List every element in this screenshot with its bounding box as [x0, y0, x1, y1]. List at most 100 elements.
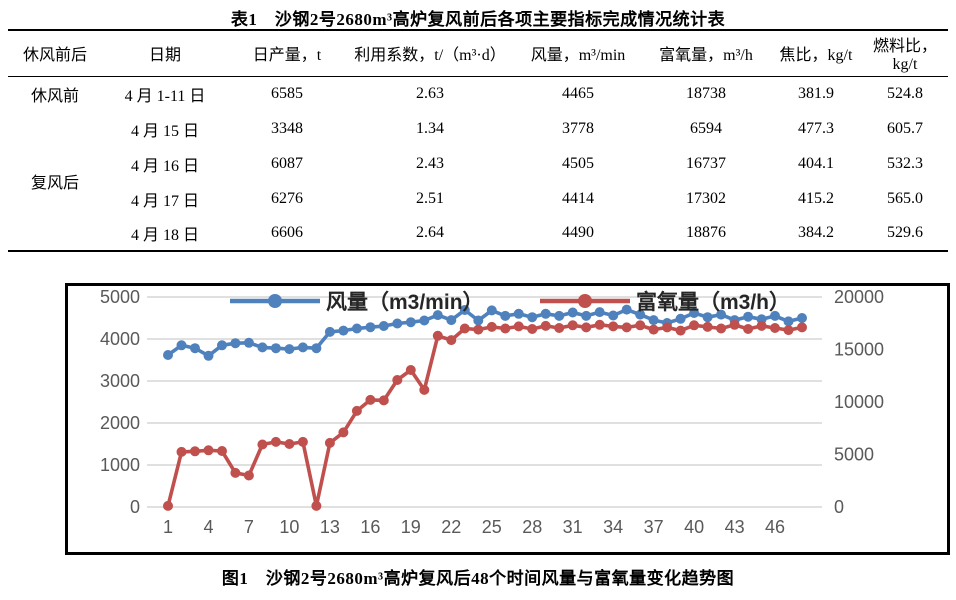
- data-point: [284, 439, 295, 449]
- data-point: [392, 318, 403, 329]
- table-cell-daily_output: 6087: [271, 154, 303, 172]
- data-point: [203, 445, 214, 456]
- table-cell-wind: 3778: [562, 119, 594, 137]
- data-point: [176, 446, 187, 457]
- table-cell-utilization: 2.43: [416, 154, 444, 172]
- data-point: [284, 344, 295, 355]
- data-point: [365, 394, 376, 405]
- data-point: [419, 384, 430, 395]
- left-axis-label: 1000: [100, 455, 140, 475]
- table-cell-utilization: 2.63: [416, 84, 444, 102]
- x-axis-label: 1: [163, 517, 173, 537]
- table-cell-daily_output: 6585: [271, 84, 303, 102]
- col-header-6: 焦比，kg/t: [779, 47, 853, 65]
- data-point: [554, 323, 565, 333]
- x-axis-label: 34: [603, 517, 623, 537]
- data-point: [311, 343, 322, 354]
- data-point: [378, 321, 389, 331]
- data-point: [689, 308, 700, 318]
- data-point: [297, 342, 308, 353]
- data-point: [648, 324, 659, 335]
- table-cell-fuel_ratio: 605.7: [887, 119, 923, 137]
- data-point: [243, 470, 254, 481]
- legend-marker: [578, 294, 592, 308]
- data-point: [446, 315, 457, 326]
- table-cell-coke_ratio: 384.2: [798, 224, 834, 241]
- table-cell-utilization: 2.64: [416, 224, 444, 241]
- table-cell-utilization: 1.34: [416, 119, 444, 137]
- left-axis-label: 3000: [100, 371, 140, 391]
- data-point: [783, 325, 794, 336]
- table-cell-daily_output: 6276: [271, 189, 303, 207]
- data-point: [500, 323, 511, 334]
- data-point: [419, 315, 430, 326]
- data-point: [190, 446, 200, 457]
- data-point: [257, 342, 268, 353]
- table-cell-fuel_ratio: 524.8: [887, 84, 923, 102]
- table-cell-wind: 4490: [562, 224, 594, 241]
- stats-table: 休风前后 日期 日产量，t 利用系数，t/（m³·d） 风量，m³/min 富氧量，m³/…: [8, 29, 948, 252]
- x-axis-label: 16: [360, 517, 380, 537]
- data-point: [797, 322, 807, 333]
- table-cell-date: 4 月 17 日: [130, 192, 199, 210]
- data-point: [203, 350, 214, 361]
- x-axis-label: 25: [482, 517, 502, 537]
- data-point: [527, 324, 538, 334]
- x-axis-label: 46: [765, 517, 785, 537]
- data-point: [338, 427, 349, 438]
- right-axis-label: 0: [834, 497, 844, 517]
- data-point: [351, 405, 362, 416]
- data-point: [743, 311, 754, 322]
- data-point: [540, 308, 551, 319]
- table-row: 4 月 17 日 6276 2.51 4414 17302 415.2 565.0: [8, 181, 948, 216]
- data-point: [163, 350, 173, 360]
- period-group-label: 休风前: [30, 87, 79, 105]
- data-point: [459, 323, 470, 334]
- data-point: [176, 340, 187, 351]
- data-point: [729, 319, 740, 330]
- data-point: [311, 500, 322, 511]
- table-cell-date: 4 月 1-11 日: [124, 87, 206, 105]
- data-point: [230, 338, 241, 349]
- data-point: [513, 321, 524, 332]
- data-point: [783, 316, 794, 327]
- period-group-label: 复风后: [30, 174, 79, 192]
- table-cell-coke_ratio: 415.2: [798, 189, 834, 207]
- table-cell-wind: 4414: [562, 189, 594, 207]
- x-axis-label: 7: [244, 517, 254, 537]
- left-axis-label: 0: [130, 497, 140, 517]
- data-point: [270, 436, 281, 447]
- data-point: [297, 436, 308, 447]
- left-axis-label: 2000: [100, 413, 140, 433]
- col-header-0: 休风前后: [22, 47, 87, 65]
- data-point: [716, 323, 727, 334]
- data-point: [473, 315, 484, 326]
- data-point: [459, 305, 470, 315]
- data-point: [567, 307, 578, 318]
- col-header-1: 日期: [148, 47, 181, 65]
- data-point: [324, 437, 335, 448]
- table-cell-coke_ratio: 404.1: [798, 154, 834, 172]
- x-axis-label: 28: [522, 517, 542, 537]
- data-point: [608, 310, 619, 321]
- data-point: [554, 310, 565, 321]
- table-cell-fuel_ratio: 532.3: [887, 154, 923, 172]
- table-cell-daily_output: 6606: [271, 224, 303, 241]
- data-point: [608, 321, 619, 332]
- right-axis-label: 15000: [834, 340, 884, 360]
- data-point: [648, 315, 659, 326]
- x-axis-label: 4: [203, 517, 213, 537]
- data-point: [675, 313, 686, 324]
- data-point: [716, 309, 727, 320]
- table-cell-daily_output: 3348: [271, 119, 303, 137]
- table-title: 表1 沙钢2号2680m³高炉复风前后各项主要指标完成情况统计表: [230, 10, 726, 29]
- x-axis-label: 10: [279, 517, 299, 537]
- data-point: [270, 343, 281, 354]
- table-cell-wind: 4465: [562, 84, 594, 102]
- table-cell-wind: 4505: [562, 154, 594, 172]
- data-point: [217, 446, 227, 456]
- x-axis-label: 31: [563, 517, 583, 537]
- right-axis-label: 10000: [834, 392, 884, 412]
- data-point: [257, 439, 268, 450]
